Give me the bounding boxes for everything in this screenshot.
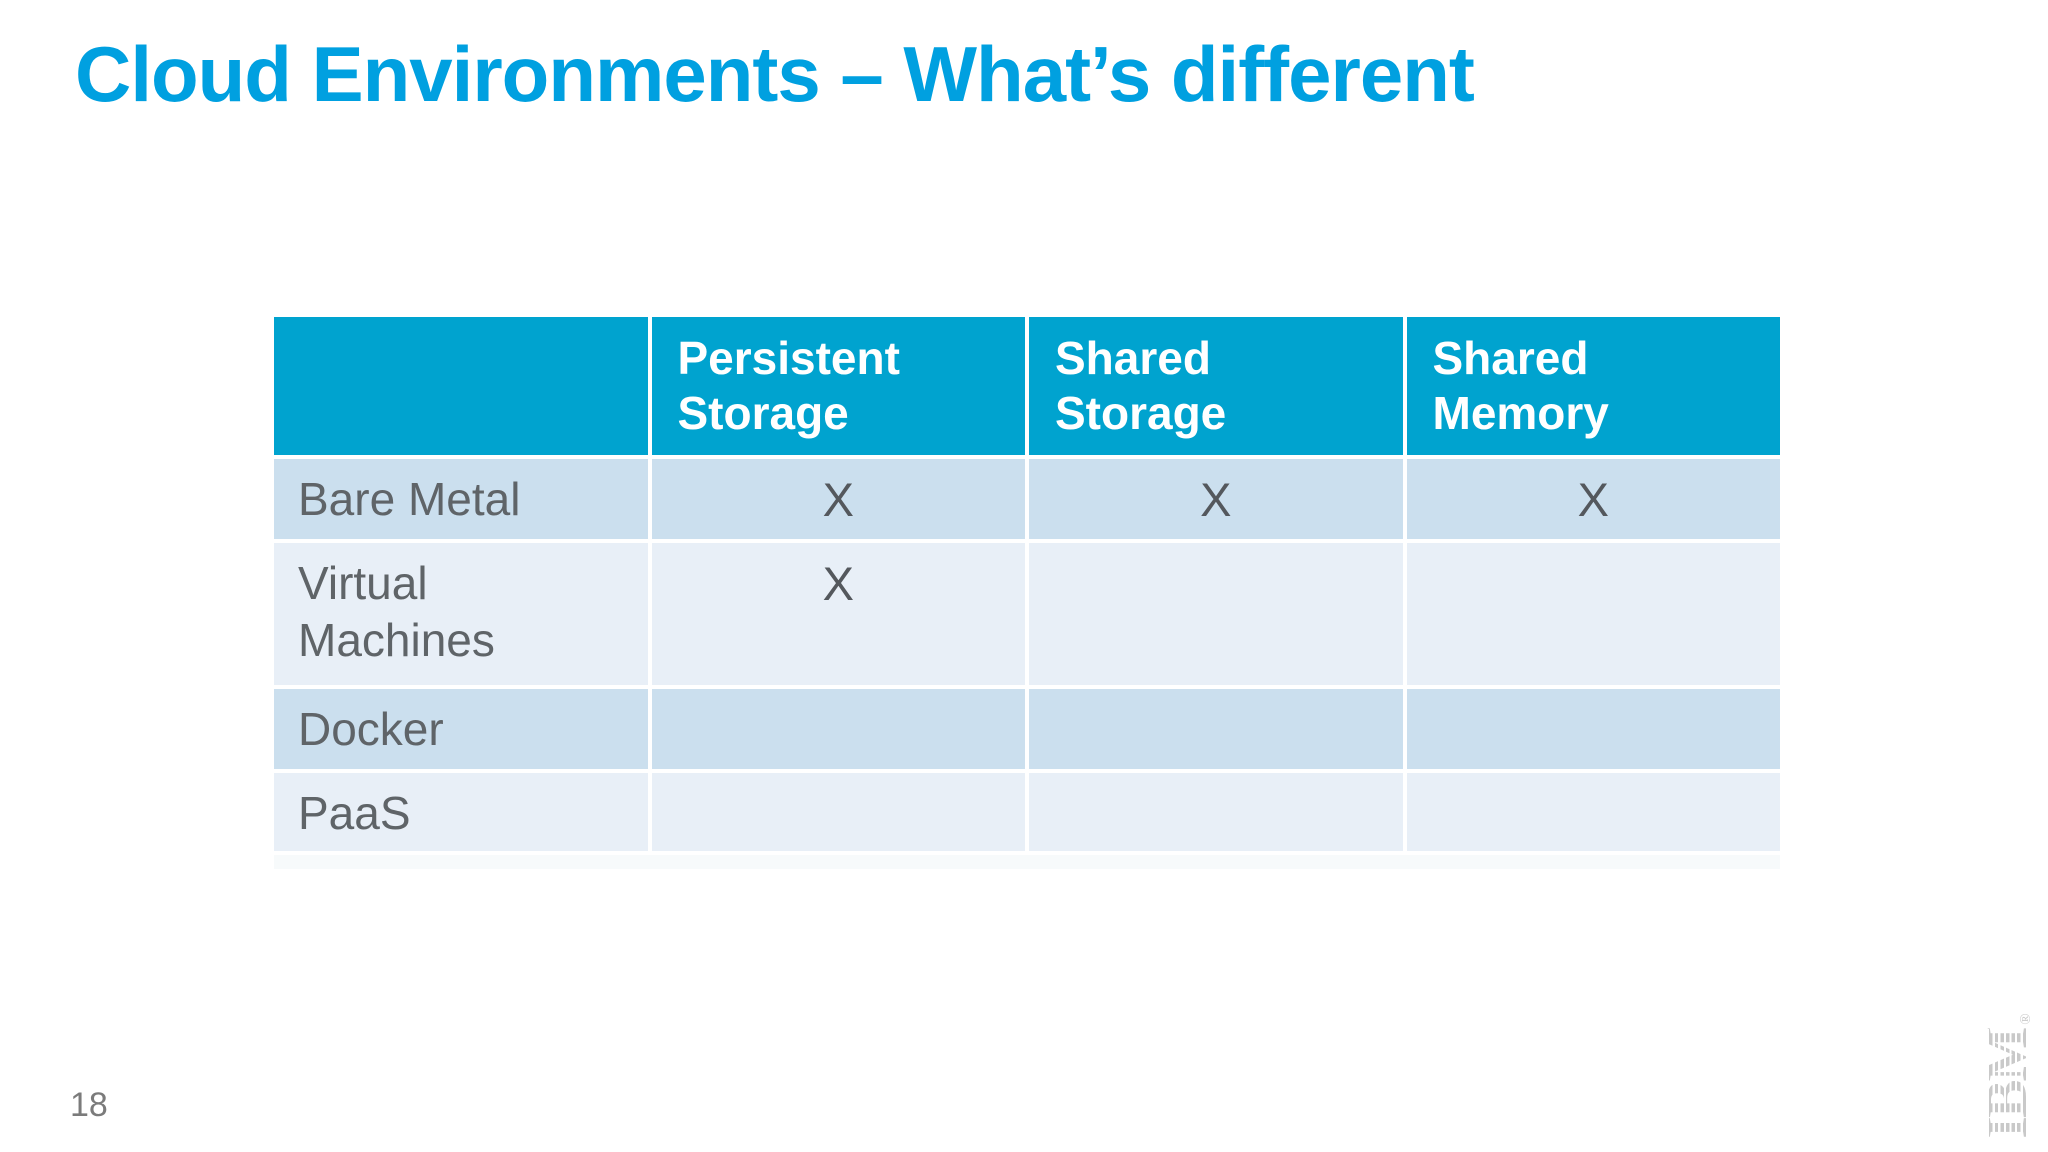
page-title: Cloud Environments – What’s different — [75, 30, 1475, 118]
cell-paas-shared-storage — [1029, 773, 1403, 851]
ibm-logo-rotated-wordmark: IBM ® — [1972, 1013, 2039, 1138]
registered-trademark-icon: ® — [2018, 1013, 2034, 1025]
cell-docker-shared-storage — [1029, 689, 1403, 769]
cell-bare-metal-shared-memory: X — [1406, 459, 1780, 539]
row-label-docker: Docker — [274, 689, 648, 769]
cell-virtual-machines-shared-storage — [1029, 543, 1403, 685]
header-cell-persistent-storage: Persistent Storage — [651, 317, 1025, 455]
cell-paas-shared-memory — [1406, 773, 1780, 851]
cell-paas-persistent-storage — [651, 773, 1025, 851]
header-cell-shared-memory: Shared Memory — [1406, 317, 1780, 455]
cell-docker-shared-memory — [1406, 689, 1780, 769]
ibm-logo: IBM ® — [1972, 1013, 2039, 1138]
cell-bare-metal-shared-storage: X — [1029, 459, 1403, 539]
header-cell-empty — [274, 317, 648, 455]
ibm-logo-striped-text: IBM — [1974, 1028, 2039, 1139]
row-label-virtual-machines: Virtual Machines — [274, 543, 648, 685]
cell-bare-metal-persistent-storage: X — [651, 459, 1025, 539]
cell-virtual-machines-shared-memory — [1406, 543, 1780, 685]
row-label-paas: PaaS — [274, 773, 648, 851]
cell-docker-persistent-storage — [651, 689, 1025, 769]
cloud-comparison-table: Persistent Storage Shared Storage Shared… — [274, 317, 1780, 851]
page-number: 18 — [70, 1086, 108, 1124]
table-bottom-strip — [274, 855, 1780, 869]
row-label-bare-metal: Bare Metal — [274, 459, 648, 539]
header-cell-shared-storage: Shared Storage — [1029, 317, 1403, 455]
cell-virtual-machines-persistent-storage: X — [651, 543, 1025, 685]
